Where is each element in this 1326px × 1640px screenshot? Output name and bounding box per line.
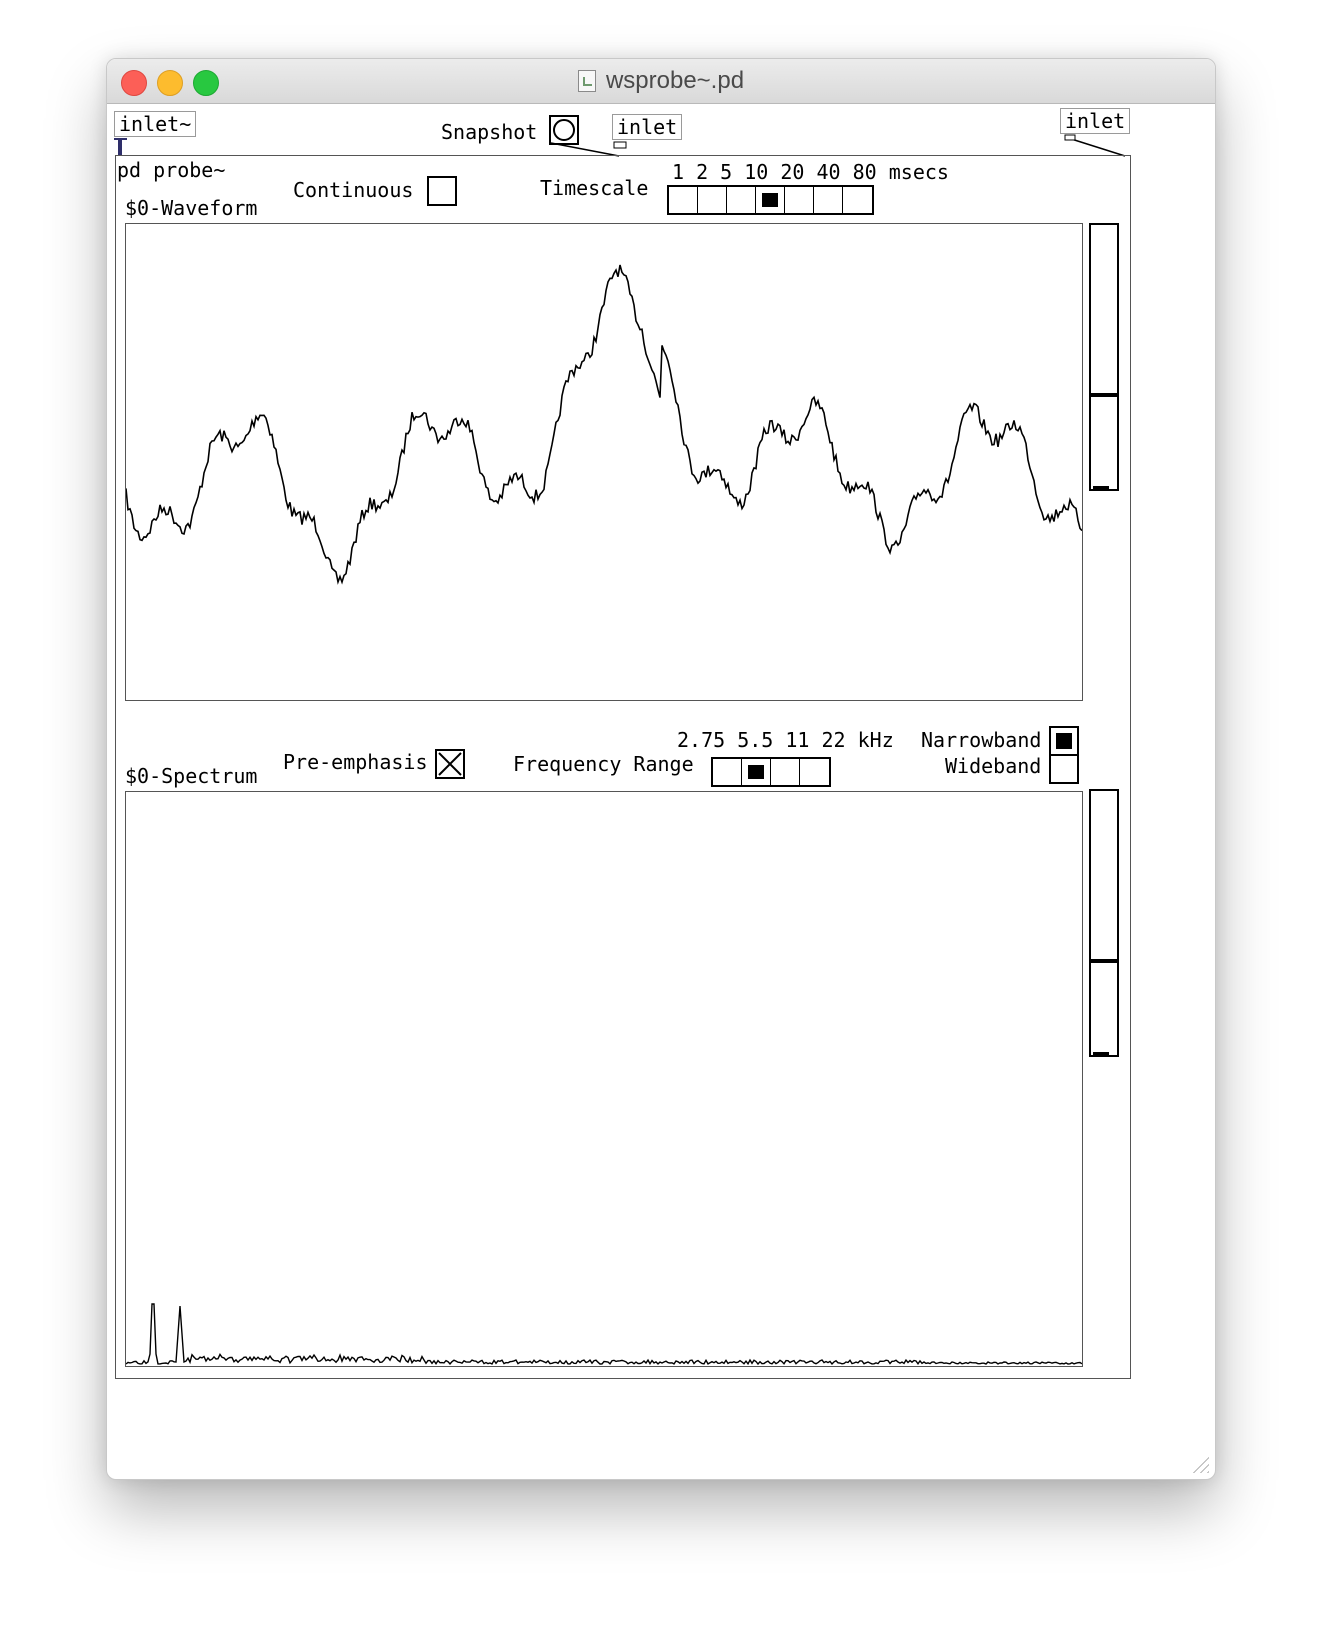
snapshot-label: Snapshot [441, 120, 538, 144]
spectrum-graph [125, 791, 1083, 1367]
probe-subpatch-gop [115, 155, 1131, 1379]
waveform-gain-base [1093, 486, 1109, 489]
freq-range-option-0[interactable] [713, 759, 742, 785]
spectrum-gain-base [1093, 1052, 1109, 1055]
narrowband-toggle[interactable] [1049, 726, 1079, 756]
timescale-option-5[interactable] [814, 187, 843, 213]
patch-cords [114, 134, 1126, 157]
wideband-toggle[interactable] [1049, 754, 1079, 784]
close-button[interactable] [121, 70, 147, 96]
preemphasis-toggle[interactable] [435, 749, 465, 779]
timescale-option-2[interactable] [727, 187, 756, 213]
spectrum-gain-knob[interactable] [1091, 959, 1117, 963]
patch-window: wsprobe~.pd inlet~ Snapshot inlet inlet … [106, 58, 1216, 1480]
spectrum-gain-slider[interactable] [1089, 789, 1119, 1057]
continuous-toggle[interactable] [427, 176, 457, 206]
pd-document-icon [577, 70, 596, 92]
freq-range-option-2[interactable] [771, 759, 800, 785]
waveform-plot [126, 264, 1082, 585]
wideband-label: Wideband [945, 754, 1042, 778]
spectrum-trace [126, 1303, 1082, 1366]
waveform-graph [125, 223, 1083, 701]
narrowband-label: Narrowband [921, 728, 1042, 752]
timescale-option-6[interactable] [843, 187, 872, 213]
spectrum-plot [126, 1303, 1082, 1366]
freq-values: 2.75 5.5 11 22 kHz [677, 728, 894, 752]
waveform-label: $0-Waveform [125, 196, 258, 220]
waveform-trace [126, 264, 1082, 585]
resize-grip[interactable] [1191, 1455, 1209, 1473]
continuous-label: Continuous [293, 178, 414, 202]
toggle-fill [1056, 733, 1072, 749]
right-inlet-object[interactable]: inlet [1060, 108, 1131, 134]
timescale-values: 1 2 5 10 20 40 80 msecs [672, 160, 949, 184]
freq-range-label: Frequency Range [513, 752, 694, 776]
spectrum-label: $0-Spectrum [125, 764, 258, 788]
minimize-button[interactable] [157, 70, 183, 96]
timescale-option-1[interactable] [698, 187, 727, 213]
freq-range-option-1[interactable] [742, 759, 771, 785]
snapshot-inlet-object[interactable]: inlet [612, 114, 683, 140]
freq-range-option-3[interactable] [800, 759, 829, 785]
timescale-label: Timescale [540, 176, 649, 200]
waveform-gain-slider[interactable] [1089, 223, 1119, 491]
title-wrap: wsprobe~.pd [107, 59, 1215, 103]
title-bar[interactable]: wsprobe~.pd [107, 59, 1215, 104]
waveform-gain-knob[interactable] [1091, 393, 1117, 397]
snapshot-bang-button[interactable] [549, 115, 579, 145]
subpatch-label: pd probe~ [117, 158, 226, 182]
freq-range-radio[interactable] [711, 757, 831, 787]
timescale-option-0[interactable] [669, 187, 698, 213]
timescale-option-3[interactable] [756, 187, 785, 213]
signal-inlet-object[interactable]: inlet~ [114, 111, 197, 137]
zoom-button[interactable] [193, 70, 219, 96]
timescale-radio[interactable] [667, 185, 874, 215]
window-title: wsprobe~.pd [605, 67, 745, 94]
timescale-option-4[interactable] [785, 187, 814, 213]
preemphasis-label: Pre-emphasis [283, 750, 428, 774]
x-mark-icon [438, 752, 462, 776]
